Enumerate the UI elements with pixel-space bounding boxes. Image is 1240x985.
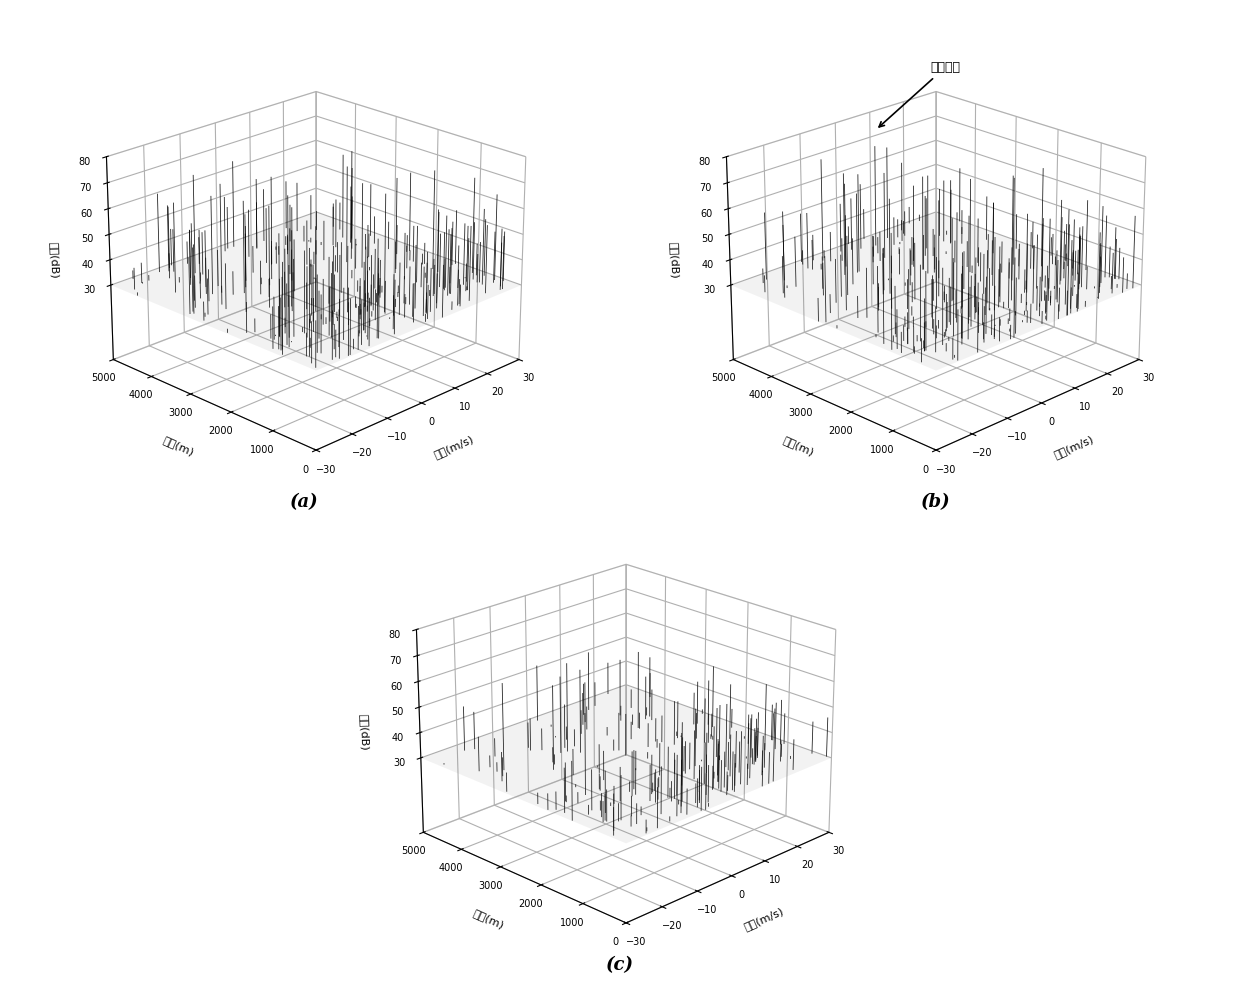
Y-axis label: 距离(m): 距离(m) [471,908,506,931]
X-axis label: 速度(m/s): 速度(m/s) [742,906,785,933]
X-axis label: 速度(m/s): 速度(m/s) [432,433,475,460]
Y-axis label: 距离(m): 距离(m) [161,435,196,458]
Text: 日标主电: 日标主电 [879,61,960,127]
Y-axis label: 距离(m): 距离(m) [781,435,816,458]
Text: (c): (c) [606,956,634,974]
Text: (a): (a) [289,493,319,511]
Text: (b): (b) [921,493,951,511]
X-axis label: 速度(m/s): 速度(m/s) [1052,433,1095,460]
